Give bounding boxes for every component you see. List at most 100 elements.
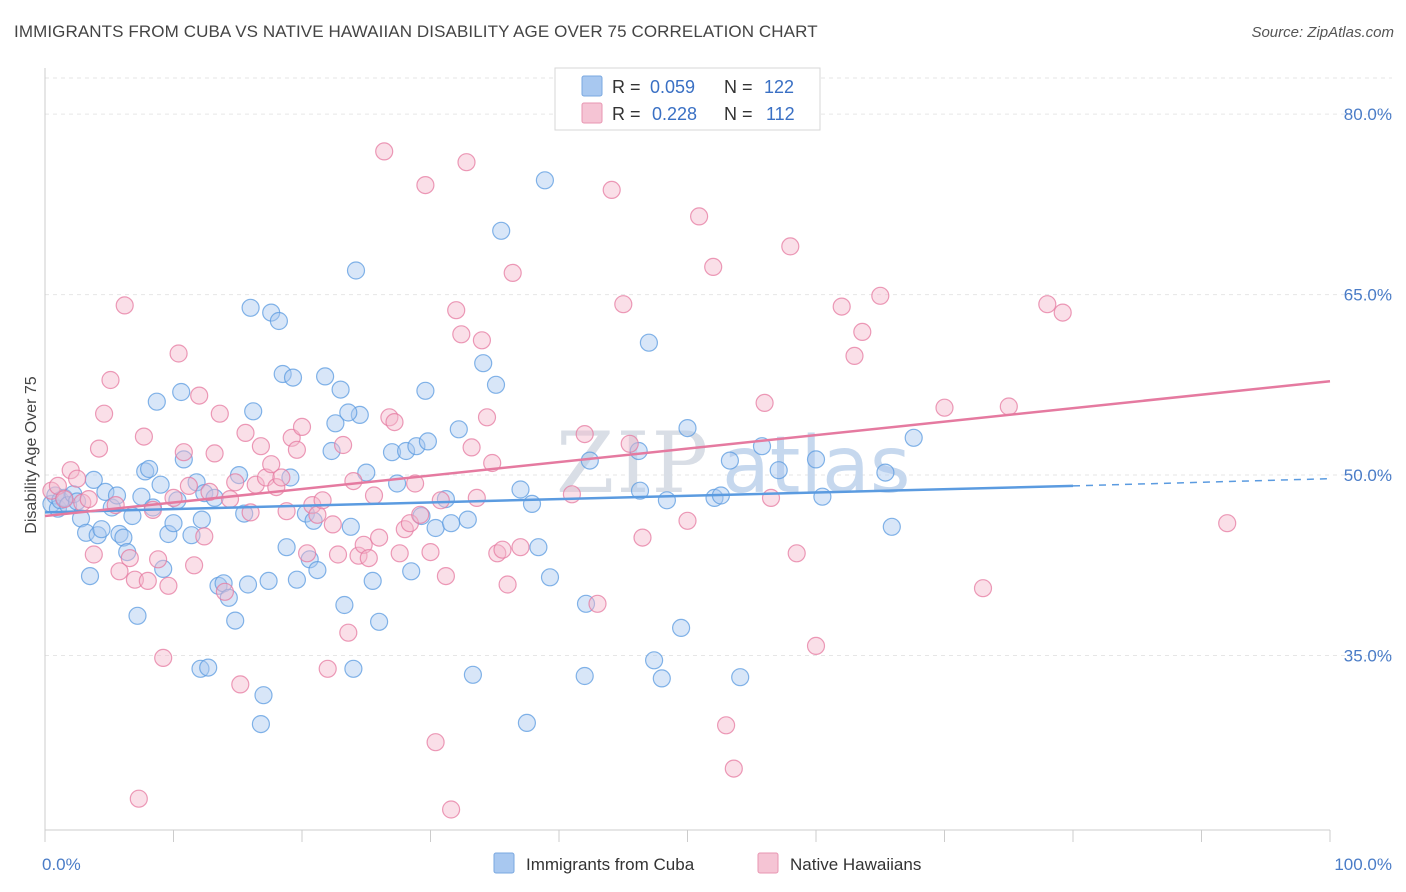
point-s1-53 xyxy=(318,659,337,678)
point-s1-103 xyxy=(755,393,774,412)
point-s1-98 xyxy=(678,511,697,530)
point-s0-48 xyxy=(251,714,270,734)
point-s1-67 xyxy=(390,544,409,563)
point-s1-75 xyxy=(431,491,450,510)
point-s0-46 xyxy=(238,575,258,594)
point-s1-96 xyxy=(620,434,639,453)
point-s1-10 xyxy=(101,370,120,390)
x-tick-label-1: 100.0% xyxy=(1334,855,1392,874)
point-s1-111 xyxy=(871,286,890,305)
point-s1-101 xyxy=(716,716,736,735)
legend-swatch-hawaiian xyxy=(581,102,603,124)
trend-line-ext-0 xyxy=(1072,477,1331,487)
series-1 xyxy=(42,142,1237,819)
point-s0-45 xyxy=(235,504,254,523)
point-s1-72 xyxy=(416,176,435,195)
bottom-legend-swatch-hawaiian xyxy=(757,852,779,874)
point-s0-9 xyxy=(76,523,96,542)
point-s1-56 xyxy=(334,435,353,455)
point-s1-2 xyxy=(55,490,74,509)
point-s1-36 xyxy=(231,675,250,694)
point-s1-57 xyxy=(339,623,358,642)
point-s1-22 xyxy=(159,576,178,595)
point-s0-64 xyxy=(326,414,345,433)
point-s1-34 xyxy=(220,490,240,509)
point-s1-16 xyxy=(129,789,148,808)
point-s1-7 xyxy=(84,545,103,564)
point-s0-96 xyxy=(540,568,560,587)
point-s1-116 xyxy=(1053,303,1072,322)
point-s1-33 xyxy=(215,582,234,601)
point-s1-102 xyxy=(724,759,743,778)
point-s1-94 xyxy=(602,180,621,199)
point-s1-82 xyxy=(467,488,486,507)
x-tick-labels: 0.0% 100.0% xyxy=(42,855,1392,874)
point-s1-108 xyxy=(832,297,851,316)
point-s1-55 xyxy=(328,545,348,564)
point-s0-114 xyxy=(806,450,826,469)
point-s1-26 xyxy=(179,476,198,495)
point-s1-77 xyxy=(442,800,461,819)
point-s1-9 xyxy=(94,404,114,423)
point-s0-28 xyxy=(154,559,173,579)
x-tick-label-0: 0.0% xyxy=(42,855,81,874)
point-s0-73 xyxy=(370,612,389,631)
point-s0-62 xyxy=(316,367,335,386)
point-s1-106 xyxy=(787,544,806,563)
point-s1-63 xyxy=(370,528,389,547)
point-s0-10 xyxy=(80,566,100,586)
legend-swatch-cuba xyxy=(581,75,603,97)
point-s0-61 xyxy=(308,560,327,580)
point-s0-103 xyxy=(644,651,664,670)
point-s1-4 xyxy=(67,469,87,488)
point-s1-62 xyxy=(364,486,384,505)
point-s1-48 xyxy=(292,417,312,436)
point-s1-15 xyxy=(125,570,144,589)
point-s1-25 xyxy=(174,443,193,462)
point-s0-32 xyxy=(172,382,191,402)
point-s1-78 xyxy=(447,301,466,320)
point-s0-119 xyxy=(339,403,358,422)
point-s1-44 xyxy=(272,468,291,487)
point-s0-76 xyxy=(397,441,416,461)
point-s0-16 xyxy=(107,486,127,505)
point-s1-89 xyxy=(503,263,522,282)
point-s0-90 xyxy=(492,221,511,240)
y-tick-labels: 80.0% 65.0% 50.0% 35.0% xyxy=(1344,105,1392,665)
point-s1-73 xyxy=(421,542,440,562)
point-s1-32 xyxy=(210,404,229,423)
point-s0-110 xyxy=(720,451,740,470)
point-s0-18 xyxy=(114,528,133,547)
point-s0-81 xyxy=(418,432,437,451)
point-s1-90 xyxy=(511,538,530,557)
point-s0-26 xyxy=(147,392,166,411)
point-s1-42 xyxy=(262,455,281,474)
legend-r-label-hawaiian: R = xyxy=(612,104,641,124)
point-s1-91 xyxy=(562,485,582,504)
point-s0-115 xyxy=(813,487,832,506)
point-s0-86 xyxy=(458,510,477,529)
legend: R = 0.059 N = 122 R = 0.228 N = 112 xyxy=(554,67,821,131)
y-tick-label-1: 65.0% xyxy=(1344,286,1392,305)
point-s0-57 xyxy=(287,570,306,589)
bottom-legend-label-hawaiian: Native Hawaiians xyxy=(790,855,921,874)
trend-line-1 xyxy=(44,379,1331,518)
bottom-legend-swatch-cuba xyxy=(493,852,515,874)
point-s1-30 xyxy=(200,482,219,501)
point-s0-13 xyxy=(92,520,111,539)
point-s0-80 xyxy=(416,381,435,400)
point-s1-104 xyxy=(761,488,781,507)
point-s0-36 xyxy=(191,659,210,678)
point-s1-31 xyxy=(205,444,224,463)
point-s1-20 xyxy=(149,550,168,569)
point-s1-87 xyxy=(493,540,512,559)
legend-n-label-cuba: N = xyxy=(724,77,753,97)
point-s1-80 xyxy=(457,153,476,172)
point-s1-99 xyxy=(689,207,709,226)
legend-r-label-cuba: R = xyxy=(612,77,641,97)
point-s1-76 xyxy=(436,566,455,586)
point-s0-21 xyxy=(128,606,147,625)
point-s1-66 xyxy=(385,413,404,432)
gridlines xyxy=(45,77,1392,657)
y-axis-label: Disability Age Over 75 xyxy=(23,376,40,534)
